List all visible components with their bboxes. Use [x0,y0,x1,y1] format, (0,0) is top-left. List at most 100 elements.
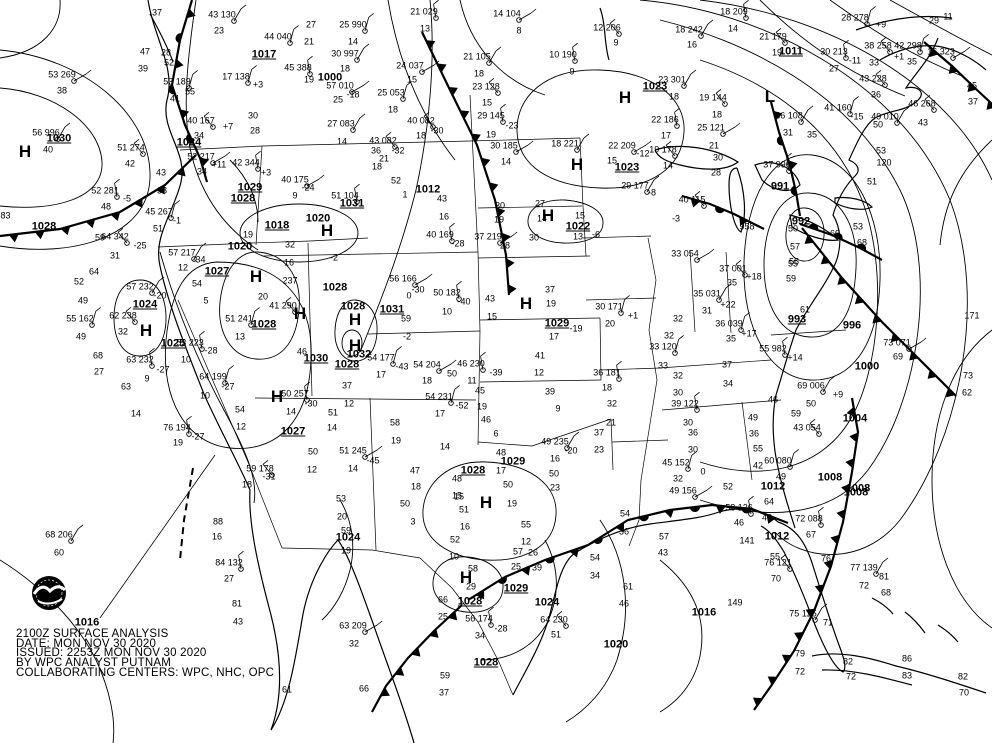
station-value: 49 010 [871,111,899,122]
station-value: 14 104 [493,8,521,19]
station-value: 25 053 [377,87,405,98]
station-value: 11 [943,11,953,22]
station-value: 53 223 [176,337,204,348]
station-value: 36 108 [775,110,803,121]
station-value: -27 [156,364,170,375]
pressure-label: 1017 [251,48,277,61]
station-value: -32 [391,145,405,156]
station-value: 12 [235,421,247,432]
station-value: 49 156 [669,485,697,496]
station-value: 34 [722,378,734,389]
station-value: 51 [866,176,878,187]
station-value: 30 997 [331,48,359,59]
pressure-label: 1024 [176,136,202,149]
pressure-label: 1018 [264,219,290,232]
station-value: 44 040 [264,31,292,42]
station-value: 31 [782,127,794,138]
station-value: +7 [222,121,234,132]
station-value: 54 [619,508,631,519]
station-value: 27 [223,573,235,584]
station-value: 12 [520,536,532,547]
station-value: 51 245 [339,445,367,456]
station-value: 16 323 [927,46,955,57]
station-value: 18 [387,104,399,115]
station-value: 52 [73,276,85,287]
station-value: 10 190 [549,49,577,60]
pressure-label: 1028 [457,595,483,608]
station-value: 45 152 [662,457,690,468]
station-value: 40 169 [426,229,454,240]
station-value: -27 [221,381,235,392]
station-value: 42 [752,460,764,471]
station-value: 43 [232,616,244,627]
station-value: 18 [241,479,253,490]
station-value: 56 174 [465,613,493,624]
station-value: -24 [301,182,315,193]
station-value: 30 185 [490,140,518,151]
station-value: 68 [880,587,892,598]
high-pressure-center: H [320,221,334,240]
pressure-label: 1028 [230,192,256,205]
station-value: 81 [231,598,243,609]
station-value: 30 [712,152,724,163]
station-value: 86 [901,653,913,664]
station-value: 38 [56,85,68,96]
station-value: 77 139 [850,562,878,573]
station-value: 82 [957,671,969,682]
station-value: 21 105 [463,51,491,62]
station-value: 37 [151,7,163,18]
analysis-centers: COLLABORATING CENTERS: WPC, NHC, OPC [16,666,275,679]
station-value: -39 [489,367,503,378]
station-value: 52 [163,57,175,68]
station-value: 51 [458,504,470,515]
station-value: 37 219 [474,231,502,242]
station-value: 84 132 [215,557,243,568]
station-value: 53 269 [48,69,76,80]
station-value: 10 [199,390,211,401]
station-value: 55 982 [759,343,787,354]
station-value: 50 [502,479,514,490]
high-pressure-center: H [348,336,362,355]
station-value: 31 [109,250,121,261]
station-value: 37 [438,687,450,698]
station-value: 16 [438,211,450,222]
pressure-label: 1028 [251,318,277,331]
station-value: -20 [153,290,167,301]
station-value: 88 [212,516,224,527]
low-pressure-center: L [764,87,776,106]
station-value: 9 [613,37,619,48]
station-value: 10 [448,551,460,562]
station-value: 55 [184,86,196,97]
station-value: 18 221 [551,138,579,149]
station-value: 34 [474,630,486,641]
analysis-title: 2100Z SURFACE ANALYSIS [16,628,169,640]
station-value: 40 082 [407,115,435,126]
station-value: -15 [850,111,864,122]
station-value: 75 125 [789,608,817,619]
pressure-label: 1012 [760,480,786,493]
high-pressure-center: H [348,310,362,329]
station-value: 23 [593,444,605,455]
station-value: 62 238 [109,310,137,321]
station-value: 19 [506,498,518,509]
station-value: 43 [657,547,669,558]
station-value: 15 [481,97,493,108]
station-value: -27 [191,431,205,442]
station-value: 58 126 [725,502,753,513]
pressure-label: 1031 [379,303,405,316]
station-value: 16 [549,453,561,464]
high-pressure-center: H [18,142,32,161]
station-value: -52 [455,400,469,411]
station-value: 40 167 [187,115,215,126]
station-value: 30 [494,200,506,211]
pressure-label: 992 [791,215,811,228]
station-value: 50 [399,498,411,509]
station-value: 51 [327,407,339,418]
station-value: 32 [284,239,296,250]
station-value: 18 209 [720,6,748,17]
station-value: 35 031 [693,288,721,299]
station-value: 62 [961,387,973,398]
station-value: 37 [967,96,979,107]
station-value: 49 [747,412,759,423]
station-value: 33 054 [671,248,699,259]
